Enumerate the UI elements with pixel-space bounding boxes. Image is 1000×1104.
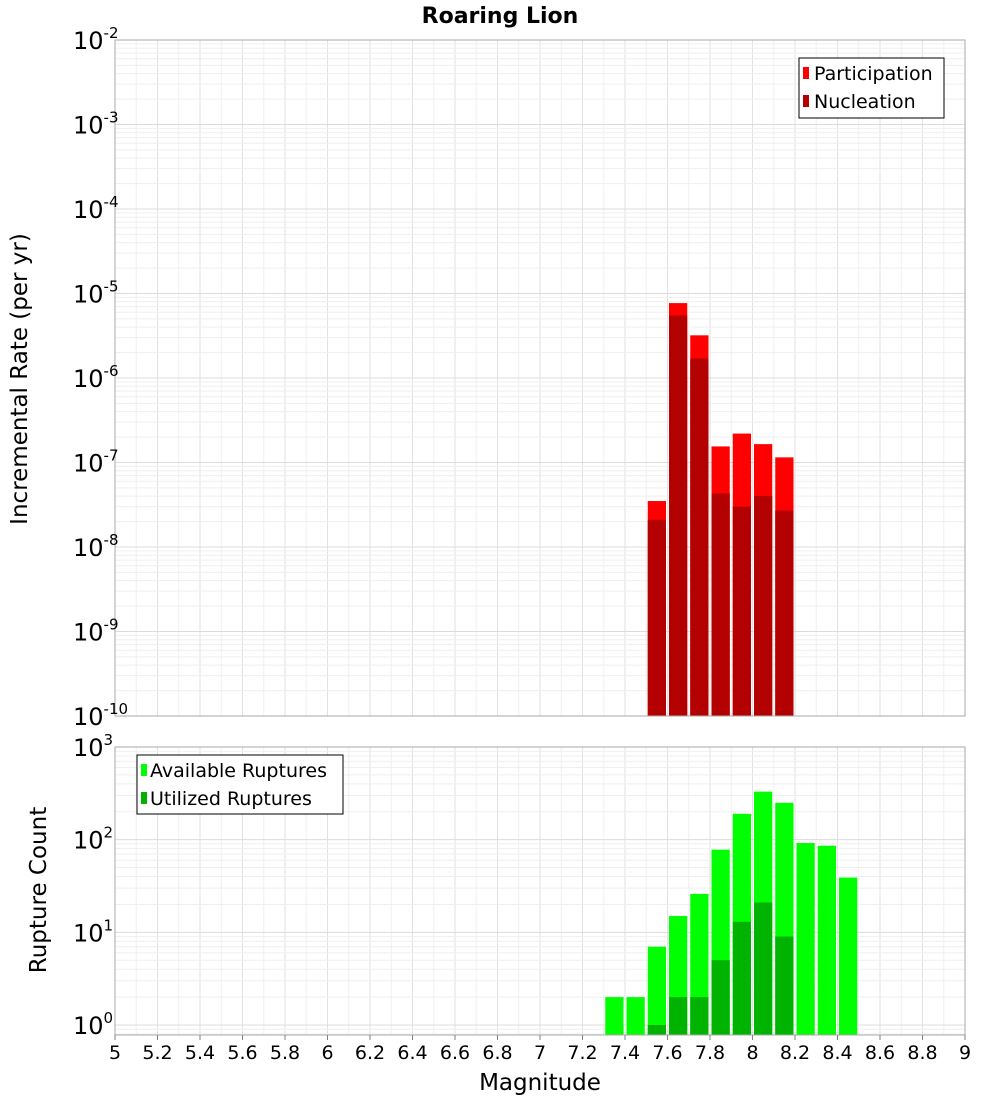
chart-title: Roaring Lion (422, 4, 579, 29)
bottom-bar-available-ruptures (796, 843, 815, 1035)
bottom-bar-utilized-ruptures (711, 960, 730, 1035)
bottom-bar-available-ruptures (626, 997, 645, 1035)
x-tick-label: 6.2 (355, 1042, 385, 1064)
top-y-tick-label: 10-7 (73, 447, 119, 478)
x-tick-label: 8.8 (907, 1042, 937, 1064)
top-y-tick-label: 10-6 (73, 362, 119, 393)
x-tick-label: 7.8 (695, 1042, 725, 1064)
legend-label-nucleation: Nucleation (814, 91, 916, 113)
bottom-bar-utilized-ruptures (647, 1025, 666, 1035)
top-legend-box (798, 57, 945, 119)
x-tick-label: 9 (959, 1042, 971, 1064)
bottom-y-tick-label: 103 (73, 731, 113, 762)
top-y-tick-label: 10-2 (73, 24, 119, 55)
bottom-y-axis-label: Rupture Count (26, 807, 52, 973)
bottom-bar-utilized-ruptures (690, 997, 709, 1035)
bottom-y-tick-label: 101 (73, 916, 113, 947)
legend-swatch-participation (803, 67, 809, 79)
top-bar-nucleation (647, 519, 666, 716)
legend-swatch-nucleation (803, 95, 809, 107)
top-legend: Participation Nucleation (798, 57, 945, 119)
bottom-y-tick-label: 102 (73, 824, 113, 855)
bottom-bar-available-ruptures (817, 845, 836, 1035)
x-tick-label: 7.2 (567, 1042, 597, 1064)
bottom-y-tick-label: 100 (73, 1009, 113, 1040)
x-tick-label: 8.4 (822, 1042, 852, 1064)
legend-label-participation: Participation (814, 63, 933, 85)
x-tick-label: 6 (321, 1042, 333, 1064)
legend-label-available-ruptures: Available Ruptures (150, 760, 327, 782)
x-tick-label: 6.4 (397, 1042, 427, 1064)
top-bar-nucleation (669, 315, 688, 716)
x-tick-label: 6.6 (440, 1042, 470, 1064)
top-y-tick-label: 10-10 (73, 700, 128, 731)
bottom-legend-box (136, 754, 344, 815)
x-tick-label: 8.2 (780, 1042, 810, 1064)
x-tick-label: 7.4 (610, 1042, 640, 1064)
bottom-bar-available-ruptures (605, 997, 624, 1035)
top-y-tick-label: 10-9 (73, 616, 119, 647)
top-bar-nucleation (775, 510, 794, 716)
bottom-bar-utilized-ruptures (732, 921, 751, 1035)
x-tick-label: 5.6 (227, 1042, 257, 1064)
top-y-tick-label: 10-8 (73, 531, 119, 562)
bottom-bar-utilized-ruptures (754, 902, 773, 1035)
top-y-tick-label: 10-3 (73, 109, 119, 140)
x-tick-label: 5.2 (142, 1042, 172, 1064)
x-tick-label: 5.8 (270, 1042, 300, 1064)
top-bar-nucleation (732, 506, 751, 716)
legend-swatch-utilized-ruptures (141, 792, 147, 804)
x-tick-label: 7.6 (652, 1042, 682, 1064)
bottom-legend: Available Ruptures Utilized Ruptures (136, 754, 344, 815)
top-plot-rate: 10-10 10-9 10-8 10-7 10-6 10-5 10-4 10-3 10-2 (73, 24, 966, 731)
top-y-tick-label: 10-4 (73, 193, 119, 224)
x-tick-label: 5.4 (185, 1042, 215, 1064)
x-axis-label: Magnitude (479, 1070, 601, 1096)
x-tick-label: 7 (534, 1042, 546, 1064)
bottom-bar-utilized-ruptures (669, 997, 688, 1035)
top-bar-nucleation (754, 496, 773, 716)
top-bar-nucleation (711, 493, 730, 716)
legend-label-utilized-ruptures: Utilized Ruptures (150, 788, 312, 810)
bottom-bar-available-ruptures (647, 946, 666, 1035)
top-bar-nucleation (690, 358, 709, 716)
top-y-axis-label: Incremental Rate (per yr) (7, 233, 33, 525)
x-tick-label: 5 (109, 1042, 121, 1064)
x-tick-label: 8.6 (865, 1042, 895, 1064)
top-y-tick-label: 10-5 (73, 278, 119, 309)
top-plot-frame (114, 39, 966, 717)
x-tick-label: 6.8 (482, 1042, 512, 1064)
bottom-bar-available-ruptures (839, 877, 858, 1035)
legend-swatch-available-ruptures (141, 764, 147, 776)
x-tick-label: 8 (746, 1042, 758, 1064)
bottom-bar-utilized-ruptures (775, 936, 794, 1035)
